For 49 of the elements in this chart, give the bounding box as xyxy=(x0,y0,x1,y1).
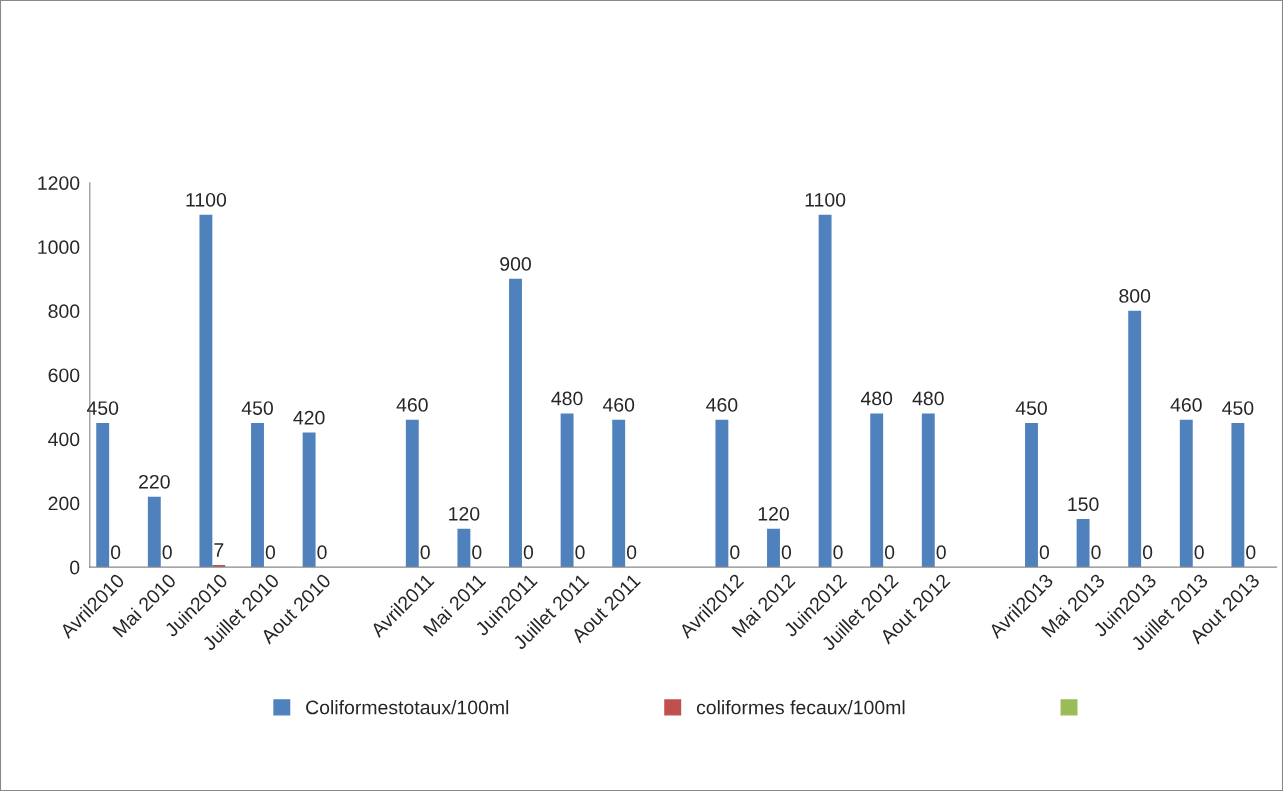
data-label: 450 xyxy=(1015,401,1047,415)
data-label: 0 xyxy=(1142,545,1153,560)
data-label: 0 xyxy=(1039,545,1050,560)
data-label: 460 xyxy=(602,398,635,412)
data-label: 0 xyxy=(730,545,740,560)
data-label: 0 xyxy=(162,545,172,560)
data-label: 0 xyxy=(265,545,276,560)
data-label: 480 xyxy=(860,391,893,406)
data-label: 150 xyxy=(1068,497,1099,512)
y-tick-label: 800 xyxy=(48,304,80,319)
y-tick-label: 600 xyxy=(48,368,80,383)
data-label: 450 xyxy=(241,401,273,415)
data-label: 0 xyxy=(626,545,637,560)
y-tick-label: 1000 xyxy=(38,240,80,255)
y-tick-label: 400 xyxy=(48,432,80,447)
data-label: 420 xyxy=(293,410,325,425)
data-label: 0 xyxy=(523,545,534,560)
data-label: 7 xyxy=(214,543,224,557)
data-label: 450 xyxy=(1222,401,1254,415)
legend-label: coliformes fecaux/100ml xyxy=(696,700,905,715)
data-label: 0 xyxy=(884,545,895,560)
data-label: 460 xyxy=(396,398,428,412)
data-label: 0 xyxy=(1246,545,1256,560)
data-label: 120 xyxy=(758,506,789,521)
data-label: 0 xyxy=(472,545,482,560)
data-label: 460 xyxy=(706,398,738,412)
data-label: 800 xyxy=(1119,289,1151,303)
data-label: 0 xyxy=(1091,545,1101,560)
data-label: 1100 xyxy=(805,192,846,207)
data-label: 450 xyxy=(86,401,119,415)
y-tick-label: 200 xyxy=(48,496,80,511)
data-label: 120 xyxy=(449,506,480,521)
data-label: 0 xyxy=(833,545,843,560)
data-label: 0 xyxy=(781,545,792,560)
data-label: 0 xyxy=(575,545,585,560)
data-label: 0 xyxy=(317,545,327,560)
data-label: 480 xyxy=(912,391,944,406)
data-label: 480 xyxy=(551,391,583,406)
y-tick-label: 1200 xyxy=(38,176,80,190)
legend-label: Coliformestotaux/100ml xyxy=(306,700,509,715)
data-label: 0 xyxy=(1194,545,1204,560)
data-label: 220 xyxy=(139,474,170,489)
data-label: 0 xyxy=(110,545,121,560)
data-label: 1100 xyxy=(186,192,227,207)
data-label: 0 xyxy=(936,545,946,560)
data-label: 0 xyxy=(420,545,430,560)
y-tick-label: 0 xyxy=(70,560,80,575)
data-label: 900 xyxy=(500,257,531,271)
data-label: 460 xyxy=(1170,398,1202,412)
